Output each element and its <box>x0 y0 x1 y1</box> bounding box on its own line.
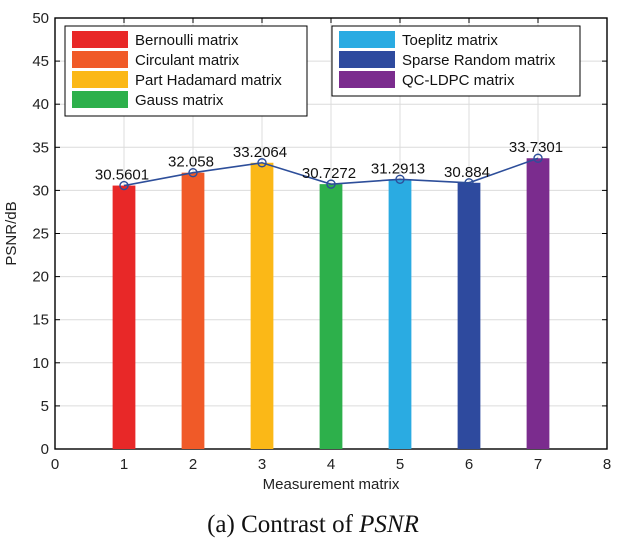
bar-bernoulli-matrix <box>112 185 136 449</box>
figure-caption: (a) Contrast of PSNR <box>207 511 419 538</box>
data-label: 32.058 <box>168 154 214 171</box>
y-tick-label: 20 <box>32 269 49 286</box>
data-label: 33.7301 <box>509 139 563 156</box>
legend-swatch <box>72 71 128 88</box>
y-tick-label: 45 <box>32 53 49 70</box>
legend-entry: Gauss matrix <box>135 92 224 109</box>
x-tick-label: 1 <box>120 456 128 473</box>
legend-swatch <box>72 91 128 108</box>
legend-entry: Circulant matrix <box>135 52 240 69</box>
legend-swatch <box>339 51 395 68</box>
x-tick-label: 8 <box>603 456 611 473</box>
y-tick-label: 5 <box>41 398 49 415</box>
y-tick-label: 30 <box>32 182 49 199</box>
legend-entry: Part Hadamard matrix <box>135 72 282 89</box>
x-tick-label: 2 <box>189 456 197 473</box>
y-tick-label: 50 <box>32 10 49 27</box>
legend-swatch <box>339 71 395 88</box>
data-point-marker <box>188 167 198 178</box>
bar-toeplitz-matrix <box>388 179 412 450</box>
y-tick-label: 0 <box>41 441 49 458</box>
x-tick-label: 0 <box>51 456 59 473</box>
data-point-marker <box>326 179 336 189</box>
bar-series <box>112 158 550 450</box>
data-label: 33.2064 <box>233 144 287 161</box>
legend-entry: Sparse Random matrix <box>402 52 556 69</box>
data-point-marker <box>395 174 405 184</box>
y-tick-label: 35 <box>32 139 49 156</box>
x-tick-label: 4 <box>327 456 335 473</box>
legend-left: Bernoulli matrix Circulant matrix Part Had… <box>64 25 308 117</box>
x-tick-label: 5 <box>396 456 404 473</box>
data-label: 30.7272 <box>302 165 356 182</box>
data-point-marker <box>464 178 474 188</box>
trend-line <box>123 157 539 187</box>
data-point-marker <box>533 153 543 163</box>
legend-swatch <box>72 31 128 48</box>
data-label: 30.5601 <box>95 167 149 184</box>
y-tick-label: 25 <box>32 226 49 243</box>
caption-emphasis: PSNR <box>358 511 419 538</box>
data-label: 31.2913 <box>371 160 425 177</box>
legend-swatch <box>339 31 395 48</box>
legend-right: Toeplitz matrix Sparse Random matrix QC-LD… <box>331 25 581 97</box>
bar-part-hadamard-matrix <box>250 162 274 449</box>
y-tick-label: 40 <box>32 96 49 113</box>
legend-entry: Bernoulli matrix <box>135 32 239 49</box>
bar-sparse-random-matrix <box>457 182 481 450</box>
y-tick-label: 10 <box>32 355 49 372</box>
data-labels: 30.5601 32.058 33.2064 30.7272 31.2913 30.884… <box>95 139 563 183</box>
data-label: 30.884 <box>444 164 490 181</box>
data-point-marker <box>257 158 267 168</box>
bar-circulant-matrix <box>181 172 205 449</box>
x-tick-label: 7 <box>534 456 542 473</box>
y-axis-ticks: 0 5 10 15 20 25 30 35 40 45 50 <box>32 10 607 458</box>
y-tick-label: 15 <box>32 312 49 329</box>
x-tick-label: 3 <box>258 456 266 473</box>
psnr-trend-line <box>119 153 543 191</box>
y-axis-label: PSNR/dB <box>3 201 20 265</box>
legend-swatch <box>72 51 128 68</box>
bar-qc-ldpc-matrix <box>526 158 550 450</box>
x-tick-label: 6 <box>465 456 473 473</box>
bar-gauss-matrix <box>319 184 343 449</box>
legend-entry: QC-LDPC matrix <box>402 72 515 89</box>
legend-entry: Toeplitz matrix <box>402 32 498 49</box>
x-axis-ticks: 0 1 2 3 4 5 6 7 8 <box>51 18 611 473</box>
caption-prefix: (a) Contrast of <box>207 511 359 538</box>
data-point-marker <box>119 180 129 191</box>
x-axis-label: Measurement matrix <box>263 476 400 493</box>
